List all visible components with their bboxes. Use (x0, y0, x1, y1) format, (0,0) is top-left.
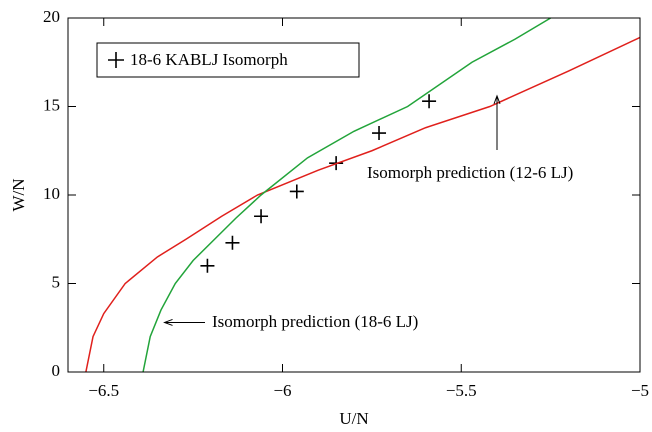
x-tick-label: −5 (631, 381, 649, 400)
x-tick-label: −5.5 (446, 381, 477, 400)
x-axis-label: U/N (339, 409, 368, 428)
marker (254, 209, 269, 224)
y-tick-label: 15 (43, 95, 60, 114)
marker (225, 235, 240, 250)
legend-box (96, 42, 360, 78)
x-tick-label: −6 (273, 381, 291, 400)
marker (372, 126, 387, 141)
x-tick-label: −6.5 (88, 381, 119, 400)
arrow (163, 318, 205, 326)
curve (142, 17, 552, 373)
marker (289, 184, 304, 199)
y-tick-label: 10 (43, 184, 60, 203)
legend-marker (108, 52, 124, 68)
annotation: Isomorph prediction (12-6 LJ) (367, 163, 573, 182)
curve (85, 36, 641, 373)
legend-label: 18-6 KABLJ Isomorph (130, 50, 288, 69)
annotation: Isomorph prediction (18-6 LJ) (212, 312, 418, 331)
marker (200, 258, 215, 273)
y-tick-label: 0 (52, 361, 61, 380)
arrow (493, 94, 501, 150)
y-tick-label: 5 (52, 272, 61, 291)
marker (422, 94, 437, 109)
y-axis-label: W/N (9, 178, 28, 211)
y-tick-label: 20 (43, 7, 60, 26)
plot-frame (67, 17, 641, 373)
